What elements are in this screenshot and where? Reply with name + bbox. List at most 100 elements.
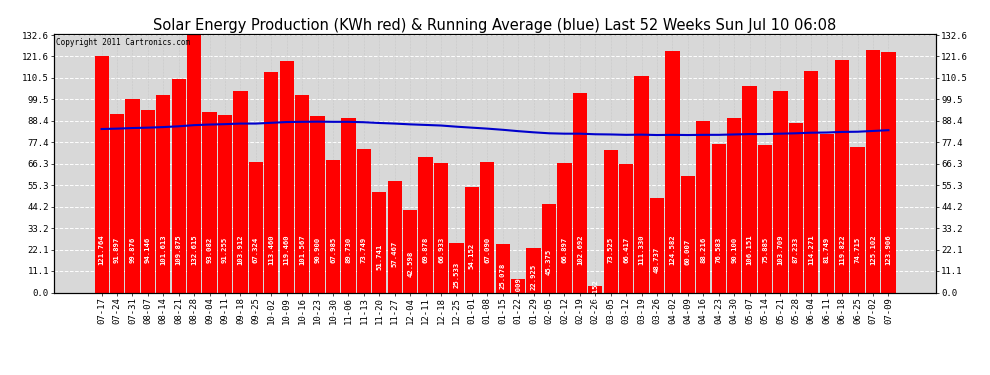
Bar bbox=[866, 50, 880, 292]
Text: 93.082: 93.082 bbox=[207, 237, 213, 263]
Bar bbox=[311, 116, 325, 292]
Bar bbox=[527, 248, 541, 292]
Bar bbox=[203, 112, 217, 292]
Bar bbox=[342, 118, 355, 292]
Text: 25.533: 25.533 bbox=[453, 262, 459, 288]
Bar bbox=[434, 162, 448, 292]
Text: 125.102: 125.102 bbox=[870, 234, 876, 265]
Bar bbox=[696, 121, 711, 292]
Text: 67.324: 67.324 bbox=[252, 237, 258, 263]
Text: 22.925: 22.925 bbox=[531, 264, 537, 290]
Text: 3.152: 3.152 bbox=[592, 279, 598, 301]
Text: 106.151: 106.151 bbox=[746, 234, 752, 265]
Text: 124.582: 124.582 bbox=[669, 234, 675, 265]
Bar bbox=[234, 91, 248, 292]
Bar bbox=[279, 60, 294, 292]
Bar bbox=[557, 163, 571, 292]
Text: 121.764: 121.764 bbox=[99, 234, 105, 265]
Text: 99.876: 99.876 bbox=[130, 237, 136, 263]
Text: 67.090: 67.090 bbox=[484, 237, 490, 263]
Bar bbox=[588, 286, 602, 292]
Bar bbox=[403, 210, 417, 292]
Bar bbox=[141, 110, 155, 292]
Text: 45.375: 45.375 bbox=[546, 249, 552, 275]
Bar bbox=[727, 117, 742, 292]
Text: 73.525: 73.525 bbox=[608, 237, 614, 263]
Bar bbox=[419, 157, 433, 292]
Text: 48.737: 48.737 bbox=[654, 246, 660, 273]
Text: 113.460: 113.460 bbox=[268, 234, 274, 265]
Text: 88.216: 88.216 bbox=[700, 237, 706, 263]
Text: 111.330: 111.330 bbox=[639, 234, 644, 265]
Text: 101.613: 101.613 bbox=[160, 234, 166, 265]
Text: 87.233: 87.233 bbox=[793, 237, 799, 263]
Bar bbox=[264, 72, 278, 292]
Text: 25.078: 25.078 bbox=[500, 262, 506, 289]
Text: 94.146: 94.146 bbox=[145, 237, 150, 263]
Text: 91.255: 91.255 bbox=[222, 237, 228, 263]
Bar bbox=[110, 114, 124, 292]
Text: 103.709: 103.709 bbox=[777, 234, 783, 265]
Text: 42.598: 42.598 bbox=[407, 251, 413, 277]
Bar bbox=[218, 116, 232, 292]
Text: 114.271: 114.271 bbox=[808, 234, 814, 265]
Bar bbox=[712, 144, 726, 292]
Bar bbox=[326, 160, 341, 292]
Bar bbox=[835, 60, 849, 292]
Text: 132.615: 132.615 bbox=[191, 234, 197, 265]
Text: 81.749: 81.749 bbox=[824, 237, 830, 263]
Bar bbox=[464, 188, 479, 292]
Bar bbox=[604, 150, 618, 292]
Text: 51.741: 51.741 bbox=[376, 244, 382, 270]
Bar bbox=[94, 56, 109, 292]
Text: 57.467: 57.467 bbox=[392, 240, 398, 267]
Text: 67.985: 67.985 bbox=[330, 237, 336, 263]
Bar bbox=[573, 93, 587, 292]
Text: 119.822: 119.822 bbox=[840, 234, 845, 265]
Bar bbox=[449, 243, 463, 292]
Text: 90.900: 90.900 bbox=[315, 237, 321, 263]
Text: 102.692: 102.692 bbox=[577, 234, 583, 265]
Text: 89.730: 89.730 bbox=[346, 237, 351, 263]
Bar bbox=[758, 145, 772, 292]
Text: 74.715: 74.715 bbox=[854, 237, 860, 263]
Bar bbox=[248, 162, 263, 292]
Text: Copyright 2011 Cartronics.com: Copyright 2011 Cartronics.com bbox=[56, 38, 190, 46]
Bar bbox=[542, 204, 556, 292]
Text: 109.875: 109.875 bbox=[176, 234, 182, 265]
Title: Solar Energy Production (KWh red) & Running Average (blue) Last 52 Weeks Sun Jul: Solar Energy Production (KWh red) & Runn… bbox=[153, 18, 837, 33]
Text: 75.885: 75.885 bbox=[762, 237, 768, 263]
Bar bbox=[356, 149, 371, 292]
Bar bbox=[480, 162, 494, 292]
Text: 101.567: 101.567 bbox=[299, 234, 305, 265]
Bar bbox=[804, 70, 819, 292]
Bar bbox=[635, 76, 648, 292]
Text: 54.152: 54.152 bbox=[469, 243, 475, 269]
Text: 76.583: 76.583 bbox=[716, 237, 722, 263]
Text: 119.460: 119.460 bbox=[284, 234, 290, 265]
Text: 123.906: 123.906 bbox=[885, 234, 891, 265]
Bar bbox=[156, 95, 170, 292]
Bar bbox=[850, 147, 864, 292]
Bar bbox=[496, 244, 510, 292]
Bar bbox=[372, 192, 386, 292]
Bar bbox=[649, 198, 664, 292]
Bar bbox=[295, 95, 309, 292]
Bar bbox=[820, 134, 834, 292]
Bar bbox=[388, 181, 402, 292]
Bar bbox=[171, 79, 186, 292]
Text: 73.749: 73.749 bbox=[361, 237, 367, 263]
Bar bbox=[665, 51, 679, 292]
Text: 66.417: 66.417 bbox=[623, 237, 629, 263]
Text: 66.897: 66.897 bbox=[561, 237, 567, 263]
Bar bbox=[511, 279, 526, 292]
Bar bbox=[789, 123, 803, 292]
Text: 69.878: 69.878 bbox=[423, 237, 429, 263]
Bar bbox=[681, 176, 695, 292]
Bar bbox=[881, 52, 896, 292]
Text: 91.897: 91.897 bbox=[114, 237, 120, 263]
Text: 90.100: 90.100 bbox=[732, 237, 738, 263]
Bar bbox=[126, 99, 140, 292]
Bar bbox=[773, 91, 787, 292]
Text: 60.007: 60.007 bbox=[685, 238, 691, 265]
